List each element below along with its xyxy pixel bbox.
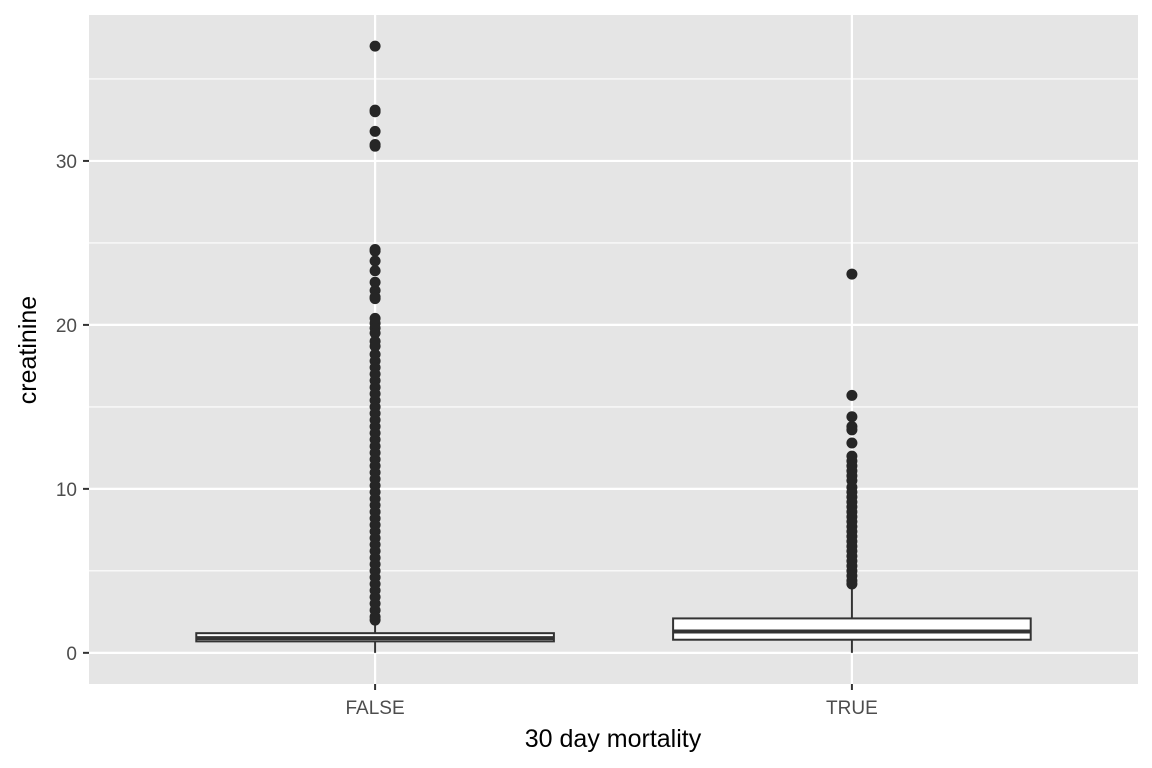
outlier-point	[846, 411, 858, 423]
outlier-point	[369, 327, 381, 339]
box-group	[672, 268, 1032, 653]
box-marks	[195, 40, 1032, 653]
y-tick-label: 10	[56, 480, 77, 501]
plot-panel	[89, 15, 1138, 684]
minor-gridlines	[89, 78, 1138, 572]
y-tick-label: 20	[56, 316, 77, 337]
outlier-point	[369, 265, 381, 277]
outlier-point	[846, 389, 858, 401]
box-iqr	[672, 617, 1032, 641]
x-tick-label: TRUE	[826, 698, 878, 719]
y-axis: 0 10 20 30	[56, 152, 89, 665]
outlier-point	[846, 578, 858, 590]
y-axis-title: creatinine	[14, 296, 42, 404]
outlier-point	[369, 614, 381, 626]
outlier-point	[369, 125, 381, 137]
x-axis-title: 30 day mortality	[525, 725, 702, 753]
outlier-point	[369, 245, 381, 257]
x-tick-label: FALSE	[346, 698, 405, 719]
outlier-point	[369, 276, 381, 288]
outlier-point	[369, 40, 381, 52]
x-axis: FALSE TRUE	[346, 684, 878, 719]
outlier-point	[846, 424, 858, 436]
outlier-point	[369, 140, 381, 152]
outlier-point	[846, 268, 858, 280]
outlier-point	[846, 437, 858, 449]
y-tick-label: 30	[56, 152, 77, 173]
outlier-point	[369, 293, 381, 305]
y-tick-label: 0	[66, 644, 77, 665]
box-group	[195, 40, 555, 653]
outlier-point	[369, 106, 381, 118]
outlier-point	[369, 255, 381, 267]
outlier-point	[369, 340, 381, 352]
